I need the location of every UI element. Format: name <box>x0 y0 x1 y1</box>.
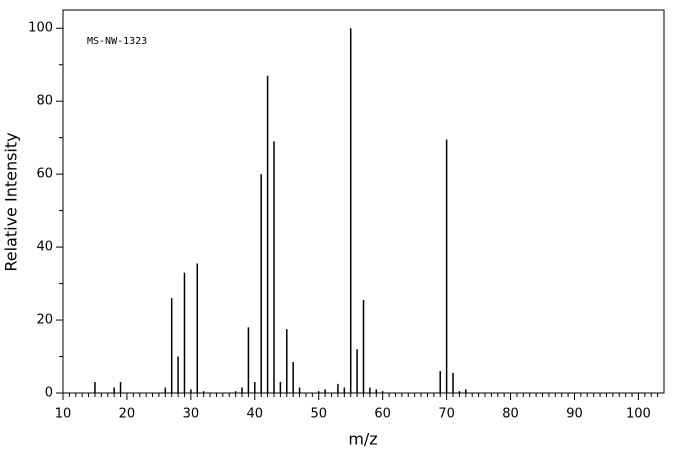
x-tick-label: 30 <box>183 407 200 422</box>
y-tick-label: 80 <box>36 94 53 109</box>
y-tick-label: 60 <box>36 167 53 182</box>
annotation: MS-NW-1323 <box>87 36 147 47</box>
x-tick-label: 60 <box>374 407 391 422</box>
x-tick-label: 80 <box>502 407 519 422</box>
x-tick-label: 70 <box>438 407 455 422</box>
y-tick-label: 100 <box>28 21 53 36</box>
x-tick-label: 90 <box>566 407 583 422</box>
y-tick-label: 0 <box>45 386 53 401</box>
y-tick-label: 20 <box>36 313 53 328</box>
x-tick-label: 40 <box>247 407 264 422</box>
x-tick-label: 50 <box>310 407 327 422</box>
x-tick-label: 20 <box>119 407 136 422</box>
y-tick-label: 40 <box>36 240 53 255</box>
x-axis-label: m/z <box>348 430 377 449</box>
x-tick-label: 100 <box>626 407 651 422</box>
x-tick-label: 10 <box>55 407 72 422</box>
y-axis-label: Relative Intensity <box>2 132 21 271</box>
